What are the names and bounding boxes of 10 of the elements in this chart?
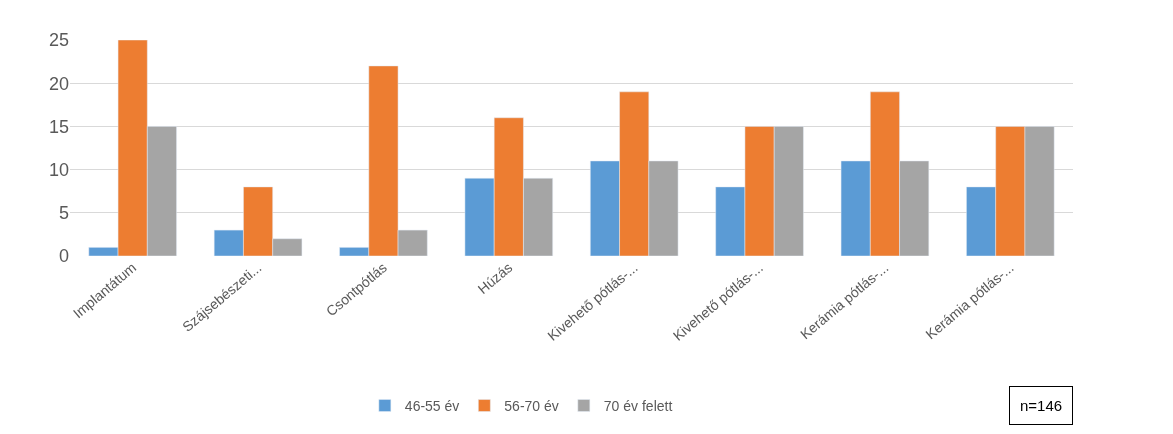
y-tick-label: 10 xyxy=(48,159,69,180)
legend-label: 56-70 év xyxy=(504,397,559,414)
y-tick-label: 0 xyxy=(58,246,69,267)
y-tick-label: 20 xyxy=(48,73,69,94)
y-tick-label: 5 xyxy=(58,203,69,224)
text: n=146 xyxy=(1020,397,1063,414)
legend-label: 46-55 év xyxy=(404,397,460,414)
legend-label: 70 év felett xyxy=(603,397,673,414)
y-tick-label: 15 xyxy=(48,116,69,137)
y-tick-label: 25 xyxy=(48,30,69,51)
